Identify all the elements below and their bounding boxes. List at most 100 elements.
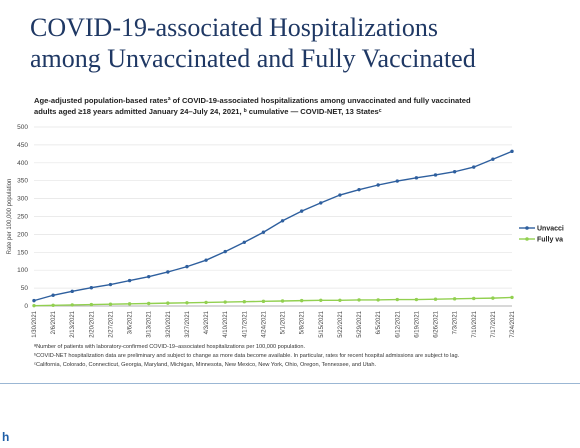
series-1-point [357,187,361,192]
x-tick-label: 4/10/2021 [223,310,229,337]
series-1-point [338,193,342,197]
series-2-point [491,296,495,300]
x-tick-label: 5/15/2021 [319,310,325,337]
x-tick-label: 4/24/2021 [261,310,267,337]
x-tick-label: 6/12/2021 [395,310,401,337]
series-1-point [32,298,36,303]
y-tick-label: 50 [21,285,29,292]
series-1-point [491,157,495,161]
series-2-point [261,299,266,304]
slide-title-line-2: among Unvaccinated and Fully Vaccinated [30,44,476,73]
footnote-b: ᵇCOVID-NET hospitalization data are prel… [34,353,460,359]
series-1-point [185,264,189,269]
chart-heading-line-2: adults aged ≥18 years admitted January 2… [34,107,382,116]
x-tick-label: 6/19/2021 [414,310,420,337]
series-1-point [280,219,285,223]
series-2-point [452,297,457,301]
series-1-point [510,149,514,154]
y-tick-label: 0 [24,303,28,310]
line-chart: 0 50 100 150 200 250 300 350 400 450 500 Rate per 1… [7,124,564,338]
legend-marker-1 [525,226,529,230]
series-2-point [433,297,438,301]
series-2-point [510,295,514,300]
x-tick-label: 4/3/2021 [204,310,210,334]
series-1-point [89,286,94,290]
series-1-point [452,170,457,174]
slide-title: COVID-19-associated Hospitalizations amo… [30,12,570,74]
y-tick-label: 450 [17,142,28,149]
series-2-point [319,298,323,302]
y-tick-label: 150 [17,249,28,256]
chart-heading: Age-adjusted population-based ratesª of … [34,95,554,117]
series-1-point [108,282,113,287]
y-tick-label: 100 [17,267,28,274]
x-tick-label: 3/20/2021 [166,310,172,337]
series-1-point [51,293,55,297]
x-tick-label: 3/13/2021 [147,310,153,337]
series-1-point [70,289,74,294]
series-2-point [414,297,419,302]
series-2-point [108,302,113,306]
series-1-point [299,209,304,213]
series-2-point [376,298,380,302]
x-tick-label: 5/22/2021 [338,310,344,337]
series-1-point [166,270,170,274]
x-tick-label: 5/29/2021 [357,310,363,337]
y-tick-label: 500 [17,124,28,131]
series-2-point [299,298,304,303]
y-tick-label: 400 [17,160,28,167]
x-tick-label: 7/24/2021 [510,310,516,337]
series-line-1 [33,150,513,302]
x-tick-label: 3/6/2021 [128,310,134,334]
x-tick-label: 2/6/2021 [51,310,57,334]
x-tick-label: 6/5/2021 [376,310,382,334]
x-tick-label: 2/20/2021 [89,310,95,337]
chart-heading-line-1: Age-adjusted population-based ratesª of … [34,96,471,105]
legend-marker-2 [525,237,529,241]
series-1-point [242,240,247,244]
x-tick-label: 4/17/2021 [242,310,248,337]
x-tick-label: 2/13/2021 [70,310,76,337]
series-2-point [127,302,132,306]
y-tick-label: 200 [17,231,28,238]
x-tick-label: 1/30/2021 [32,310,38,337]
bottom-divider [0,383,580,384]
x-tick-label: 5/8/2021 [300,310,306,334]
x-tick-label: 5/1/2021 [281,310,287,334]
series-line-2 [33,296,513,307]
x-tick-label: 3/27/2021 [185,310,191,337]
footnotes: ªNumber of patients with laboratory-conf… [34,343,554,370]
series-2-point [357,298,361,302]
series-1-point [414,176,419,180]
series-1-point [261,230,266,234]
corner-text: h [2,430,10,444]
series-2-point [185,301,189,305]
series-1-point [395,179,399,183]
x-tick-label: 6/26/2021 [434,310,440,337]
slide-title-line-1: COVID-19-associated Hospitalizations [30,13,438,42]
x-tick-label: 7/3/2021 [453,310,459,334]
x-tick-label: 7/10/2021 [472,310,478,337]
series-2-point [472,296,476,301]
series-2-point [166,301,170,305]
series-1-point [472,165,476,169]
series-1-point [127,278,132,283]
series-2-point [280,299,285,303]
series-2-point [242,300,247,304]
series-2-point [338,298,342,302]
series-1-point [433,173,438,177]
series-1-point [319,201,323,205]
series-1-point [223,249,227,254]
y-tick-label: 300 [17,196,28,203]
y-axis-label: Rate per 100,000 population [7,179,13,255]
y-tick-label: 250 [17,214,28,221]
footnote-a: ªNumber of patients with laboratory-conf… [34,344,306,350]
series-2-point [147,301,151,306]
series-1-point [376,183,380,187]
x-tick-label: 2/27/2021 [108,310,114,337]
legend-label-2: Fully va [537,237,563,244]
series-2-point [395,297,399,302]
series-2-point [70,303,74,307]
series-1-point [204,258,208,262]
series-2-point [51,303,55,307]
